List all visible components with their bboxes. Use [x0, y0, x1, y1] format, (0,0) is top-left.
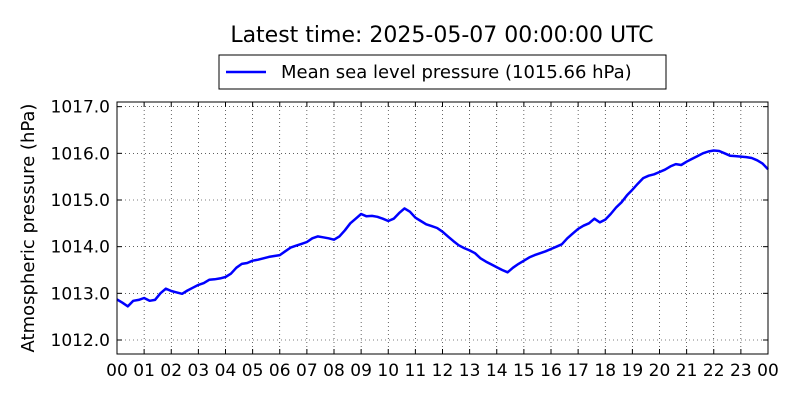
x-tick-label: 07 — [296, 361, 318, 381]
x-tick-label: 03 — [188, 361, 210, 381]
x-tick-label: 21 — [676, 361, 698, 381]
x-tick-label: 00 — [106, 361, 128, 381]
x-tick-label: 09 — [350, 361, 372, 381]
grid — [117, 102, 768, 354]
plot-frame — [116, 101, 769, 355]
legend-label: Mean sea level pressure (1015.66 hPa) — [281, 62, 632, 83]
x-tick-label: 11 — [405, 361, 427, 381]
legend: Mean sea level pressure (1015.66 hPa) — [218, 54, 667, 90]
x-tick-label: 16 — [540, 361, 562, 381]
x-tick-label: 08 — [323, 361, 345, 381]
x-tick-labels: 00 01 02 03 04 05 06 07 08 09 10 11 12 13 14 15 16 17 18 19… — [106, 361, 779, 381]
x-tick-label: 18 — [594, 361, 616, 381]
series-layer — [116, 149, 769, 308]
x-tick-label: 10 — [377, 361, 399, 381]
x-tick-label: 17 — [567, 361, 589, 381]
y-tick-labels: 1012.0 1013.0 1014.0 1015.0 1016.0 1017.0 — [51, 98, 110, 351]
chart-title: Latest time: 2025-05-07 00:00:00 UTC — [230, 23, 653, 48]
y-tick-label: 1012.0 — [51, 331, 110, 351]
x-tick-label: 13 — [459, 361, 481, 381]
y-tick-label: 1015.0 — [51, 191, 110, 211]
legend-box — [218, 54, 667, 90]
x-tick-label: 01 — [133, 361, 155, 381]
x-tick-label: 06 — [269, 361, 291, 381]
y-tick-label: 1017.0 — [51, 98, 110, 118]
x-tick-label: 05 — [242, 361, 264, 381]
ticks — [116, 102, 769, 354]
y-tick-label: 1014.0 — [51, 238, 110, 258]
x-tick-label: 02 — [160, 361, 182, 381]
x-tick-label: 23 — [730, 361, 752, 381]
x-tick-label: 14 — [486, 361, 508, 381]
x-tick-label: 00 — [757, 361, 779, 381]
x-tick-label: 20 — [649, 361, 671, 381]
x-tick-label: 22 — [703, 361, 725, 381]
y-tick-label: 1013.0 — [51, 284, 110, 304]
y-tick-label: 1016.0 — [51, 144, 110, 164]
series-line-mean-sea-level-pressure — [116, 149, 769, 308]
x-tick-label: 15 — [513, 361, 535, 381]
x-tick-label: 04 — [215, 361, 237, 381]
y-axis-label: Atmospheric pressure (hPa) — [18, 104, 39, 353]
x-tick-label: 19 — [622, 361, 644, 381]
x-tick-label: 12 — [432, 361, 454, 381]
